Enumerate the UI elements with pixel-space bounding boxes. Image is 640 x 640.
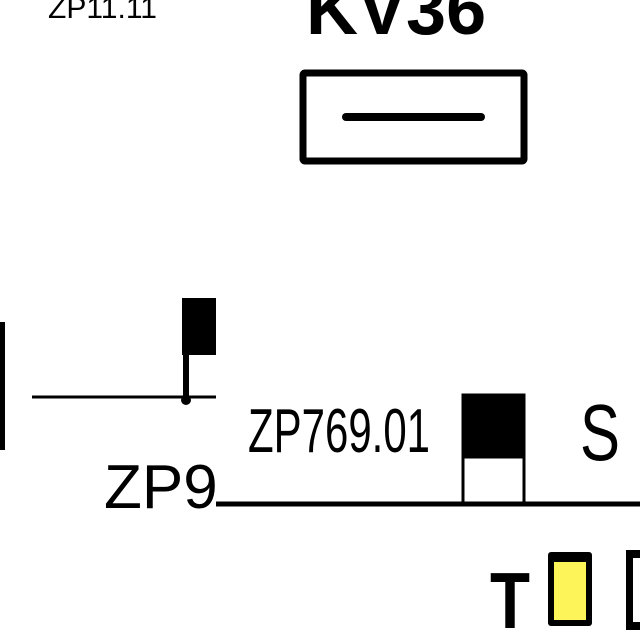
top-left-label: ZP11.11: [48, 0, 157, 25]
left-edge-fragment: [0, 322, 5, 450]
relay-box-symbol: [299, 69, 528, 165]
signal-s-label: S: [580, 388, 620, 477]
middle-label: ZP769.01: [248, 397, 430, 466]
signal-t-label: T: [490, 556, 530, 640]
left-bottom-label: ZP9: [104, 453, 218, 522]
yellow-lamp-indicator: [548, 552, 592, 626]
left-signal-head: [181, 298, 216, 405]
relay-label: KV36: [306, 0, 486, 50]
middle-signal-head: [461, 393, 526, 507]
right-edge-box-inner: [633, 558, 640, 622]
